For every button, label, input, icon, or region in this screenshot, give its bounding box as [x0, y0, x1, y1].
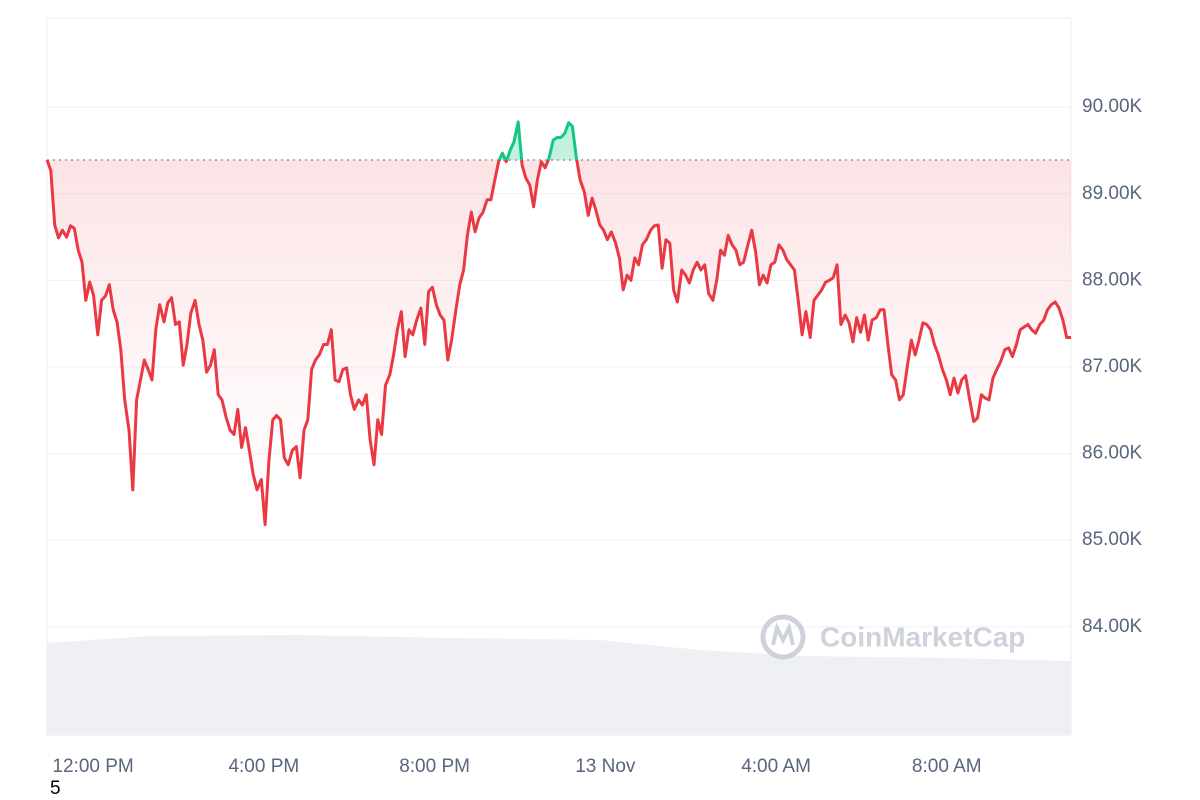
watermark: CoinMarketCap [760, 614, 1025, 660]
y-tick-label: 84.00K [1082, 616, 1143, 637]
watermark-logo [760, 614, 806, 660]
x-tick-label: 13 Nov [575, 756, 636, 777]
y-tick-label: 90.00K [1082, 96, 1143, 117]
x-tick-label: 8:00 AM [912, 756, 982, 777]
area-fill [47, 121, 1071, 525]
plot [45, 120, 1071, 527]
y-tick-label: 86.00K [1082, 443, 1143, 464]
y-tick-label: 89.00K [1082, 183, 1143, 204]
y-tick-label: 88.00K [1082, 269, 1143, 290]
watermark-logo [771, 622, 795, 646]
watermark-text: CoinMarketCap [820, 621, 1025, 652]
volume-area [47, 635, 1071, 735]
x-tick-label: 8:00 PM [399, 756, 470, 777]
y-tick-label: 87.00K [1082, 356, 1143, 377]
x-tick-label: 4:00 AM [741, 756, 811, 777]
price-line [45, 120, 1071, 527]
footer-text: 5 [50, 778, 61, 799]
x-tick-label: 12:00 PM [52, 756, 133, 777]
x-tick-label: 4:00 PM [228, 756, 299, 777]
y-tick-label: 85.00K [1082, 529, 1143, 550]
